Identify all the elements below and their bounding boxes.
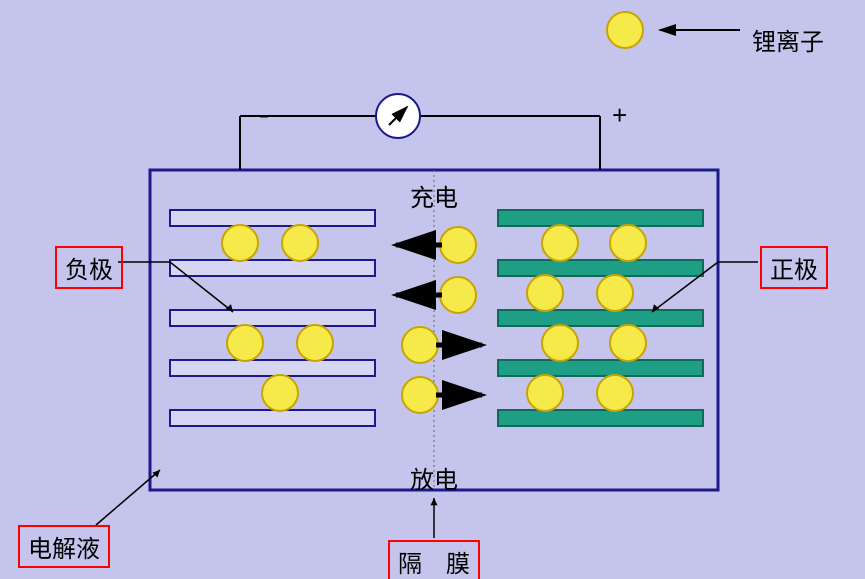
label-negative-text: 负极 xyxy=(65,257,113,284)
label-electrolyte-text: 电解液 xyxy=(28,536,100,563)
label-positive-text: 正极 xyxy=(770,257,818,284)
label-positive: 正极 xyxy=(760,246,828,289)
label-minus: - xyxy=(259,98,269,132)
label-separator: 隔 膜 xyxy=(388,540,480,579)
label-separator-text: 隔 膜 xyxy=(398,551,470,578)
label-plus: + xyxy=(612,100,627,131)
label-charge: 充电 xyxy=(410,178,458,213)
label-electrolyte: 电解液 xyxy=(18,525,110,568)
legend-ion-label: 锂离子 xyxy=(752,22,824,57)
label-discharge: 放电 xyxy=(410,460,458,495)
label-negative: 负极 xyxy=(55,246,123,289)
